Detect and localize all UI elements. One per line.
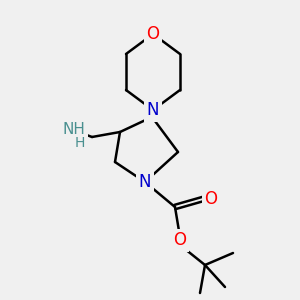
Text: H: H bbox=[75, 136, 85, 150]
Text: O: O bbox=[173, 231, 187, 249]
Text: N: N bbox=[147, 101, 159, 119]
Text: O: O bbox=[205, 190, 218, 208]
Text: N: N bbox=[139, 173, 151, 191]
Text: NH: NH bbox=[63, 122, 85, 137]
Text: O: O bbox=[146, 25, 160, 43]
